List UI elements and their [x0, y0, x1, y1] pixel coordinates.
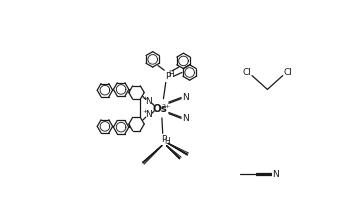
Text: N: N — [182, 93, 189, 102]
Text: P: P — [165, 72, 171, 81]
Text: P: P — [162, 135, 167, 144]
Text: Cl: Cl — [242, 68, 251, 77]
Text: H: H — [165, 137, 170, 146]
Text: H: H — [168, 69, 174, 79]
Text: Os: Os — [153, 104, 168, 114]
Text: N: N — [146, 110, 152, 119]
Text: N: N — [182, 114, 189, 123]
Text: +: + — [143, 109, 147, 114]
Text: Cl: Cl — [284, 68, 293, 77]
Text: +: + — [143, 96, 147, 101]
Text: N: N — [146, 97, 152, 106]
Text: 2+: 2+ — [161, 104, 170, 109]
Text: N: N — [272, 170, 278, 179]
